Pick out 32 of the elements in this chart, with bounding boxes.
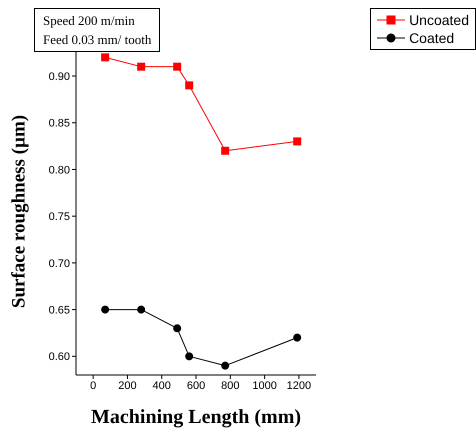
legend-label: Coated [409,29,454,47]
point [101,53,110,62]
y-tick-label: 0.70 [48,258,70,270]
y-tick-label: 0.80 [48,164,70,176]
legend-label: Uncoated [409,11,469,29]
x-tick-label: 1000 [252,380,277,392]
x-tick-label: 0 [90,380,96,392]
point [101,306,110,314]
y-tick-label: 0.85 [48,118,70,130]
point [221,146,230,155]
point [137,62,146,71]
x-tick-label: 600 [186,380,206,392]
y-axis-title: Surface roughness (µm) [8,114,30,308]
x-tick-label: 1200 [286,380,312,392]
text: Feed 0.03 mm/ tooth [43,31,152,49]
point [185,352,194,360]
x-tick-label: 400 [152,380,171,392]
y-tick-label: 0.60 [48,351,70,364]
x-tick-label: 800 [221,380,240,392]
point [293,334,302,342]
text: Speed 200 m/min [43,12,136,30]
x-axis-title: Machining Length (mm) [91,406,302,428]
y-tick-label: 0.90 [48,70,70,83]
point [185,81,194,90]
point [137,306,146,314]
point [293,137,302,146]
y-tick-label: 0.65 [48,304,70,317]
point [221,362,230,370]
x-tick-label: 200 [118,380,137,392]
point [173,324,182,332]
y-tick-label: 0.75 [48,211,70,224]
point [173,62,182,71]
